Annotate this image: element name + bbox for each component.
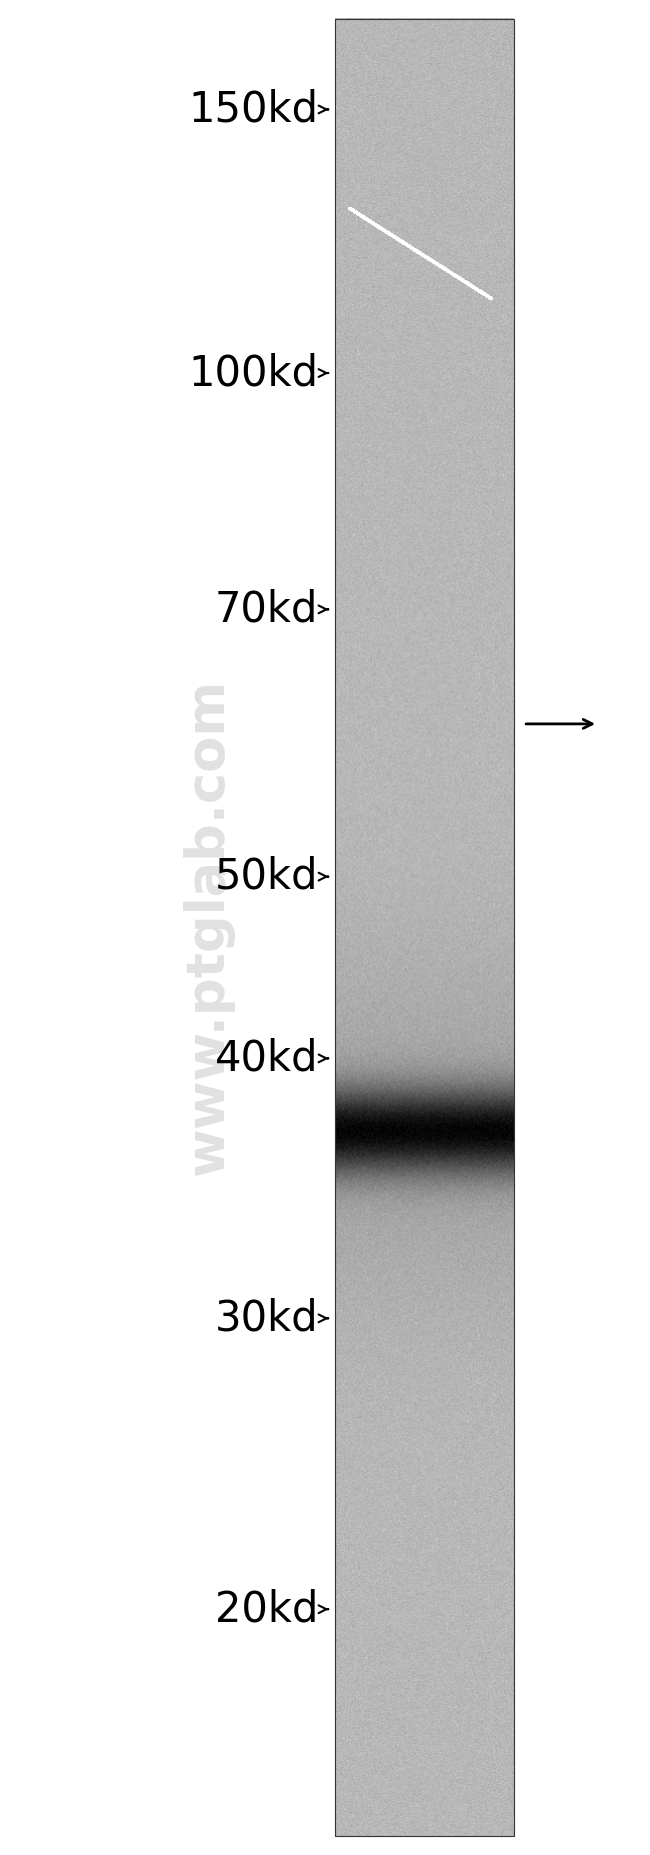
Text: 150kd: 150kd bbox=[188, 89, 318, 130]
Text: 100kd: 100kd bbox=[188, 352, 318, 393]
Text: www.ptglab.com: www.ptglab.com bbox=[182, 679, 234, 1176]
Text: 50kd: 50kd bbox=[215, 855, 318, 898]
Text: 40kd: 40kd bbox=[215, 1037, 318, 1080]
Text: 30kd: 30kd bbox=[215, 1297, 318, 1339]
Text: 20kd: 20kd bbox=[215, 1588, 318, 1631]
Bar bbox=[335, 19, 514, 1836]
Text: 70kd: 70kd bbox=[215, 588, 318, 631]
